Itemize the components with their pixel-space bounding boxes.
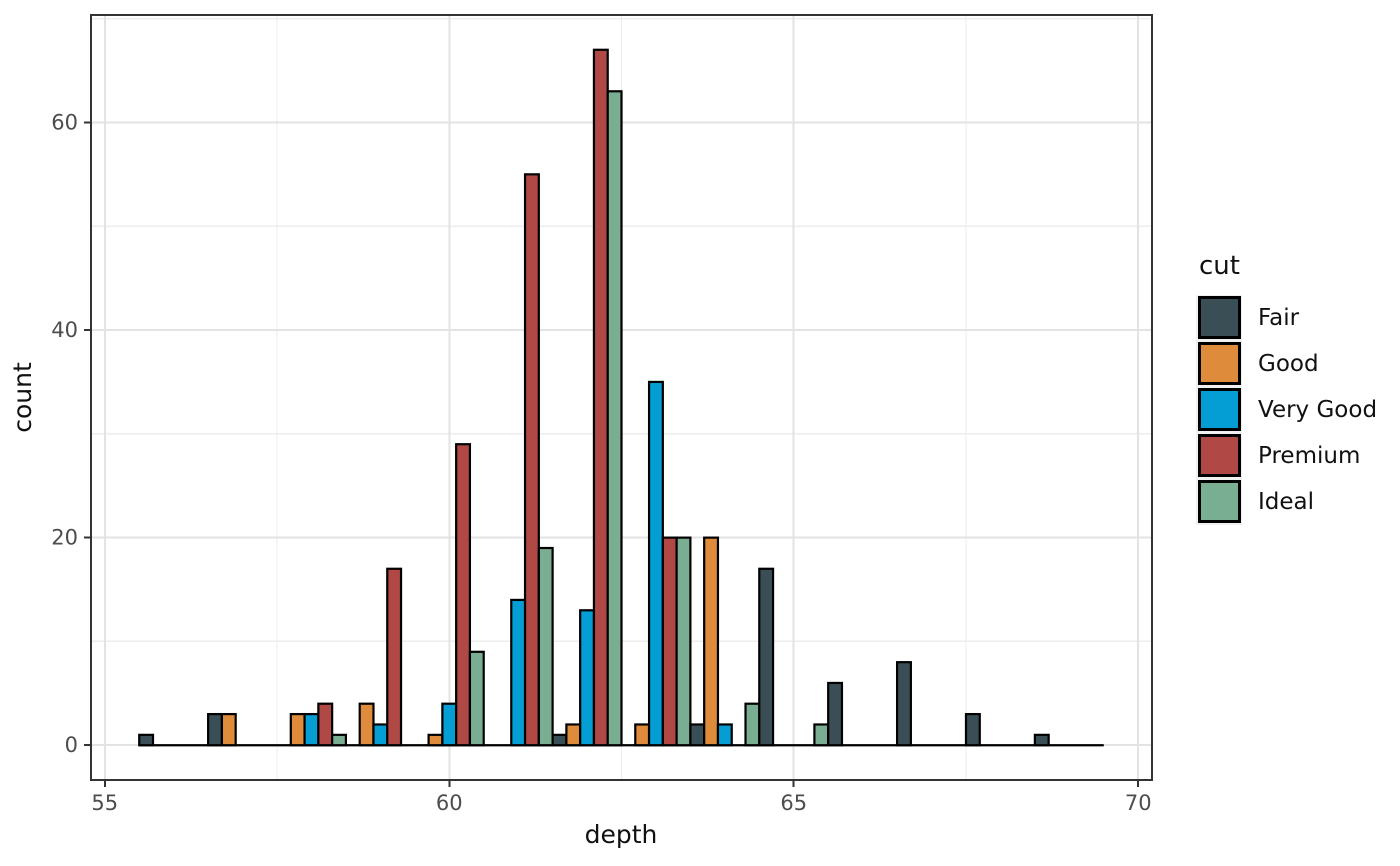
bar-fair-62 bbox=[551, 733, 568, 747]
legend-label-very-good: Very Good bbox=[1258, 396, 1378, 423]
legend-items: Fair Good Very Good Premium Ideal bbox=[1196, 294, 1378, 525]
legend-item-very-good: Very Good bbox=[1196, 386, 1378, 433]
bar-good-57 bbox=[220, 712, 237, 747]
bar-very-good-59 bbox=[372, 723, 389, 747]
bar-premium-59 bbox=[386, 567, 403, 747]
tick-labels-layer: 55 60 65 70 0 20 40 60 bbox=[51, 110, 1151, 815]
bar-fair-69 bbox=[1033, 733, 1050, 747]
bar-fair-56 bbox=[138, 733, 155, 747]
legend-title: cut bbox=[1199, 251, 1240, 281]
legend-key-very-good bbox=[1197, 388, 1241, 432]
bar-good-59 bbox=[358, 702, 375, 747]
legend-item-fair: Fair bbox=[1196, 294, 1377, 341]
legend-key-good bbox=[1197, 342, 1241, 386]
x-tick-label: 55 bbox=[91, 791, 118, 815]
bar-ideal-60 bbox=[468, 650, 485, 747]
bar-ideal-61 bbox=[537, 546, 554, 747]
legend: cut Fair Good Very Good Premium Ideal bbox=[1196, 252, 1377, 525]
legend-key-premium bbox=[1197, 434, 1241, 478]
bar-fair-64 bbox=[689, 723, 706, 747]
bar-good-63 bbox=[634, 723, 651, 747]
bar-fair-66 bbox=[827, 681, 844, 747]
bar-fair-57 bbox=[207, 712, 224, 747]
x-tick-label: 70 bbox=[1125, 791, 1152, 815]
bar-ideal-58 bbox=[331, 733, 348, 747]
legend-key-background bbox=[1196, 386, 1242, 433]
bar-premium-62 bbox=[592, 48, 609, 747]
y-tick-label: 40 bbox=[51, 318, 78, 342]
bar-very-good-58 bbox=[303, 712, 320, 747]
y-tick-label: 60 bbox=[51, 110, 78, 134]
bar-fair-67 bbox=[895, 661, 912, 747]
bar-premium-58 bbox=[317, 702, 334, 747]
legend-label-premium: Premium bbox=[1258, 442, 1361, 469]
bar-ideal-64 bbox=[744, 702, 761, 747]
x-axis-title: depth bbox=[585, 820, 658, 849]
bar-good-60 bbox=[427, 733, 444, 747]
bar-good-64 bbox=[703, 536, 720, 747]
legend-item-ideal: Ideal bbox=[1196, 478, 1377, 525]
bar-very-good-62 bbox=[579, 609, 596, 747]
panel-border bbox=[90, 14, 1153, 781]
bars-layer bbox=[138, 48, 1104, 747]
y-axis-title: count bbox=[8, 362, 37, 433]
bar-premium-63 bbox=[661, 536, 678, 747]
legend-key-background bbox=[1196, 294, 1242, 341]
legend-label-fair: Fair bbox=[1258, 304, 1300, 331]
legend-key-fair bbox=[1197, 296, 1241, 340]
bar-very-good-60 bbox=[441, 702, 458, 747]
legend-key-background bbox=[1196, 340, 1242, 387]
legend-label-ideal: Ideal bbox=[1258, 488, 1315, 515]
bar-very-good-61 bbox=[510, 598, 527, 747]
x-tick-label: 60 bbox=[436, 791, 463, 815]
legend-label-good: Good bbox=[1258, 350, 1319, 377]
bar-ideal-63 bbox=[675, 536, 692, 747]
y-tick-label: 0 bbox=[65, 733, 78, 757]
bar-good-58 bbox=[289, 712, 306, 747]
legend-key-background bbox=[1196, 432, 1242, 479]
bar-fair-68 bbox=[964, 712, 981, 747]
bar-premium-61 bbox=[523, 173, 540, 747]
legend-item-premium: Premium bbox=[1196, 432, 1377, 479]
bar-very-good-64 bbox=[716, 723, 733, 747]
bar-premium-60 bbox=[455, 443, 472, 747]
panel-frame-layer bbox=[90, 14, 1153, 781]
legend-key-ideal bbox=[1197, 480, 1241, 524]
axis-ticks-layer bbox=[84, 121, 1140, 787]
x-tick-label: 65 bbox=[780, 791, 807, 815]
bar-ideal-62 bbox=[606, 90, 623, 747]
y-tick-label: 20 bbox=[51, 526, 78, 550]
bar-fair-65 bbox=[758, 567, 775, 747]
bar-very-good-63 bbox=[647, 380, 664, 747]
bar-good-62 bbox=[565, 723, 582, 747]
legend-key-background bbox=[1196, 478, 1242, 525]
legend-item-good: Good bbox=[1196, 340, 1377, 387]
bar-ideal-65 bbox=[813, 723, 830, 747]
